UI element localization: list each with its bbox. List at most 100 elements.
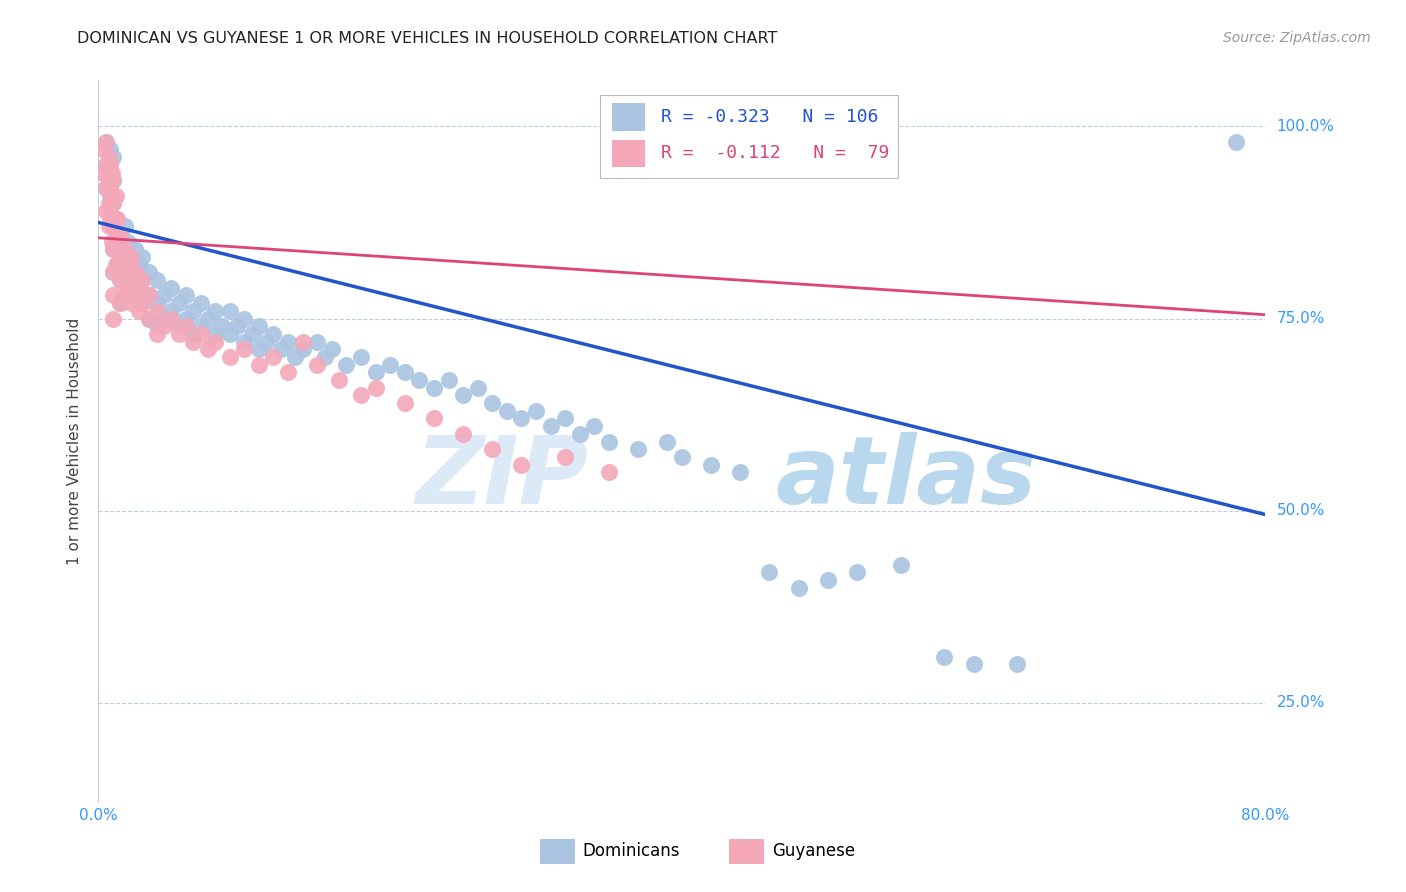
Point xyxy=(583,419,606,434)
Point xyxy=(104,235,127,249)
Point xyxy=(380,358,402,372)
Point xyxy=(277,365,299,379)
Point xyxy=(328,373,350,387)
Text: R = -0.323   N = 106: R = -0.323 N = 106 xyxy=(661,108,879,126)
Point xyxy=(671,450,693,464)
Point xyxy=(120,273,142,287)
Point xyxy=(94,181,117,195)
Point xyxy=(160,281,183,295)
Point xyxy=(627,442,650,457)
Point xyxy=(174,319,197,334)
Point xyxy=(423,381,446,395)
Point xyxy=(190,319,212,334)
Point xyxy=(97,173,120,187)
Point xyxy=(98,143,121,157)
Point xyxy=(153,311,176,326)
Point xyxy=(101,150,124,164)
Point xyxy=(218,350,240,364)
Point xyxy=(120,296,142,310)
Point xyxy=(94,135,117,149)
Text: atlas: atlas xyxy=(775,432,1036,524)
Point xyxy=(160,311,183,326)
Point xyxy=(101,243,124,257)
Point xyxy=(146,326,169,341)
Point xyxy=(167,296,190,310)
Point xyxy=(510,458,533,472)
Point xyxy=(598,465,620,479)
Point xyxy=(254,334,277,349)
Point xyxy=(218,304,240,318)
Point xyxy=(364,365,387,379)
Point xyxy=(138,288,160,302)
Point xyxy=(394,365,416,379)
Point xyxy=(110,273,132,287)
Point xyxy=(97,196,120,211)
Point xyxy=(350,350,373,364)
Point xyxy=(97,150,120,164)
Point xyxy=(314,350,336,364)
Point xyxy=(128,304,150,318)
Point xyxy=(101,288,124,302)
Point xyxy=(657,434,679,449)
Point xyxy=(481,396,503,410)
Point xyxy=(190,326,212,341)
Point xyxy=(1007,657,1029,672)
Point xyxy=(105,235,128,249)
Point xyxy=(262,350,284,364)
Point xyxy=(131,273,153,287)
Point xyxy=(110,296,132,310)
Point xyxy=(321,343,343,357)
Point xyxy=(100,165,122,179)
Point xyxy=(481,442,503,457)
Point xyxy=(124,288,146,302)
Point xyxy=(167,319,190,334)
Point xyxy=(104,258,127,272)
FancyBboxPatch shape xyxy=(540,838,575,864)
Point xyxy=(174,288,197,302)
Point xyxy=(138,265,160,279)
Point xyxy=(700,458,723,472)
Text: 25.0%: 25.0% xyxy=(1277,696,1324,710)
Point xyxy=(233,343,256,357)
Text: Source: ZipAtlas.com: Source: ZipAtlas.com xyxy=(1223,31,1371,45)
Point xyxy=(540,419,562,434)
Point xyxy=(554,411,576,425)
Point xyxy=(138,311,160,326)
FancyBboxPatch shape xyxy=(728,838,763,864)
Point xyxy=(138,288,160,302)
Point xyxy=(91,165,114,179)
Point xyxy=(114,243,136,257)
Point xyxy=(408,373,430,387)
Point xyxy=(120,250,142,264)
Point xyxy=(101,265,124,279)
Point xyxy=(146,304,169,318)
Point xyxy=(100,211,122,226)
Text: ZIP: ZIP xyxy=(416,432,589,524)
Point xyxy=(211,319,233,334)
Point xyxy=(204,326,226,341)
Point xyxy=(153,319,176,334)
Point xyxy=(197,311,219,326)
Point xyxy=(114,219,136,234)
Text: 75.0%: 75.0% xyxy=(1277,311,1324,326)
Point xyxy=(117,258,139,272)
Point xyxy=(114,288,136,302)
Point xyxy=(124,265,146,279)
Point xyxy=(335,358,357,372)
Point xyxy=(101,173,124,187)
Point xyxy=(277,334,299,349)
Point xyxy=(167,326,190,341)
Point xyxy=(110,296,132,310)
Point xyxy=(146,296,169,310)
Point xyxy=(101,265,124,279)
Point xyxy=(218,326,240,341)
Point xyxy=(153,288,176,302)
Y-axis label: 1 or more Vehicles in Household: 1 or more Vehicles in Household xyxy=(67,318,83,566)
Point xyxy=(181,326,204,341)
Point xyxy=(146,319,169,334)
Point xyxy=(104,258,127,272)
Point xyxy=(98,211,121,226)
Text: R =  -0.112   N =  79: R = -0.112 N = 79 xyxy=(661,145,889,162)
Point xyxy=(124,243,146,257)
Point xyxy=(91,143,114,157)
